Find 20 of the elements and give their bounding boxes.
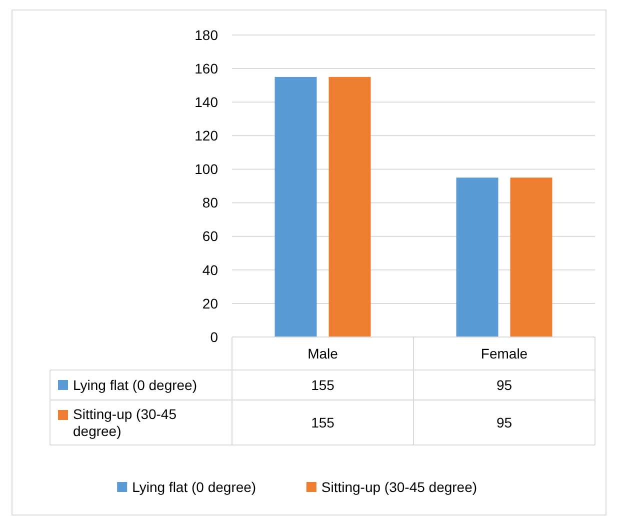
- x-tick-label: Male: [308, 345, 338, 362]
- legend-label: Lying flat (0 degree): [73, 376, 197, 393]
- data-label: 155: [311, 414, 335, 430]
- y-tick-label: 60: [202, 228, 218, 244]
- y-tick-label: 120: [194, 128, 218, 144]
- x-tick-label: Female: [480, 345, 528, 362]
- legend-label: Sitting-up (30-45 degree): [321, 478, 478, 495]
- text: Sitting-up (30-45 degree): [73, 406, 177, 439]
- y-tick-label: 100: [194, 161, 218, 178]
- y-tick-label: 80: [202, 194, 218, 211]
- y-tick-label: 160: [194, 60, 218, 76]
- y-tick-label: 0: [210, 328, 218, 345]
- y-tick-label: 180: [194, 26, 218, 43]
- y-tick-label: 140: [194, 94, 218, 110]
- y-tick-label: 40: [202, 262, 218, 278]
- y-tick-label: 20: [202, 295, 218, 312]
- data-label: 155: [311, 376, 335, 393]
- data-label: 95: [496, 414, 512, 430]
- text: Lying flat (0 degree): [132, 478, 256, 495]
- data-label: 95: [496, 376, 512, 393]
